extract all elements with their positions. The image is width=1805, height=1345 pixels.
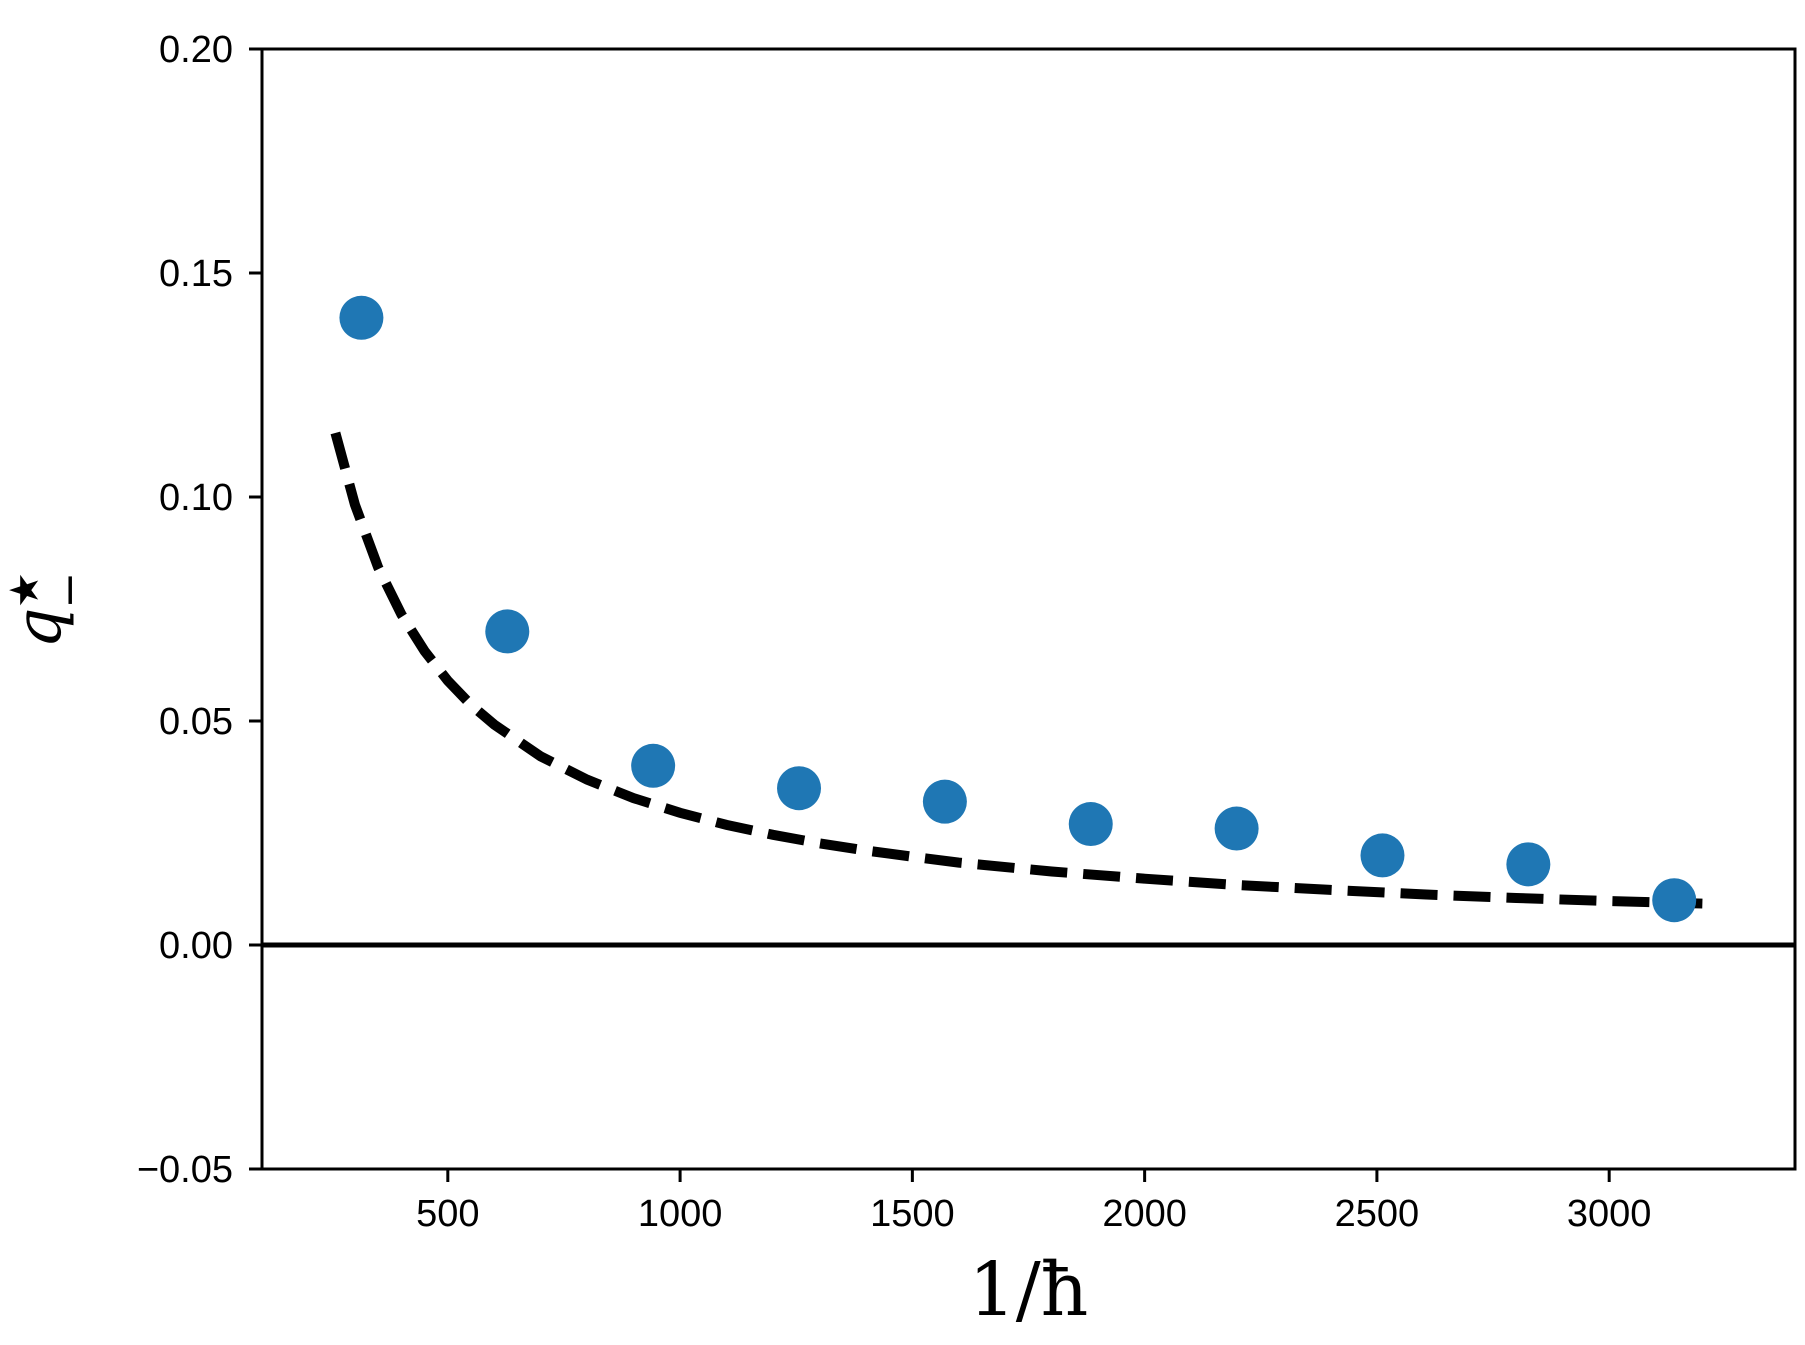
y-tick-label: 0.15 <box>159 253 233 295</box>
y-axis-title: q ★ − <box>2 572 95 649</box>
data-point <box>1506 842 1551 887</box>
x-tick-label: 1000 <box>638 1193 723 1235</box>
y-tick-label: 0.10 <box>159 477 233 519</box>
x-tick-label: 2000 <box>1102 1193 1187 1235</box>
y-axis-title-subscript: − <box>44 572 95 609</box>
data-point <box>485 609 530 654</box>
y-axis-title-superscript: ★ <box>2 572 48 608</box>
data-point <box>1652 878 1697 923</box>
x-tick-label: 2500 <box>1335 1193 1420 1235</box>
fit-curve-dashed <box>330 431 1712 909</box>
y-axis-title-symbol: q <box>2 608 76 649</box>
y-tick-label: −0.05 <box>137 1149 233 1191</box>
x-tick-label: 500 <box>416 1193 479 1235</box>
x-tick-label: 1500 <box>870 1193 955 1235</box>
data-point <box>777 766 822 811</box>
x-axis-title: 1/ħ <box>969 1247 1089 1333</box>
data-point <box>1068 802 1113 847</box>
y-tick-label: 0.05 <box>159 701 233 743</box>
y-tick-label: 0.20 <box>159 29 233 71</box>
axes: 500 1000 1500 2000 2500 3000 −0.05 0.00 0.05 0.10… <box>137 29 1797 1235</box>
x-tick-label: 3000 <box>1567 1193 1652 1235</box>
data-point <box>631 743 676 788</box>
data-point <box>1214 806 1259 851</box>
data-layer <box>262 295 1795 948</box>
data-point <box>1360 833 1405 878</box>
data-point <box>339 295 384 340</box>
data-point <box>922 779 967 824</box>
y-tick-label: 0.00 <box>159 925 233 967</box>
axes-frame <box>260 47 1797 1171</box>
